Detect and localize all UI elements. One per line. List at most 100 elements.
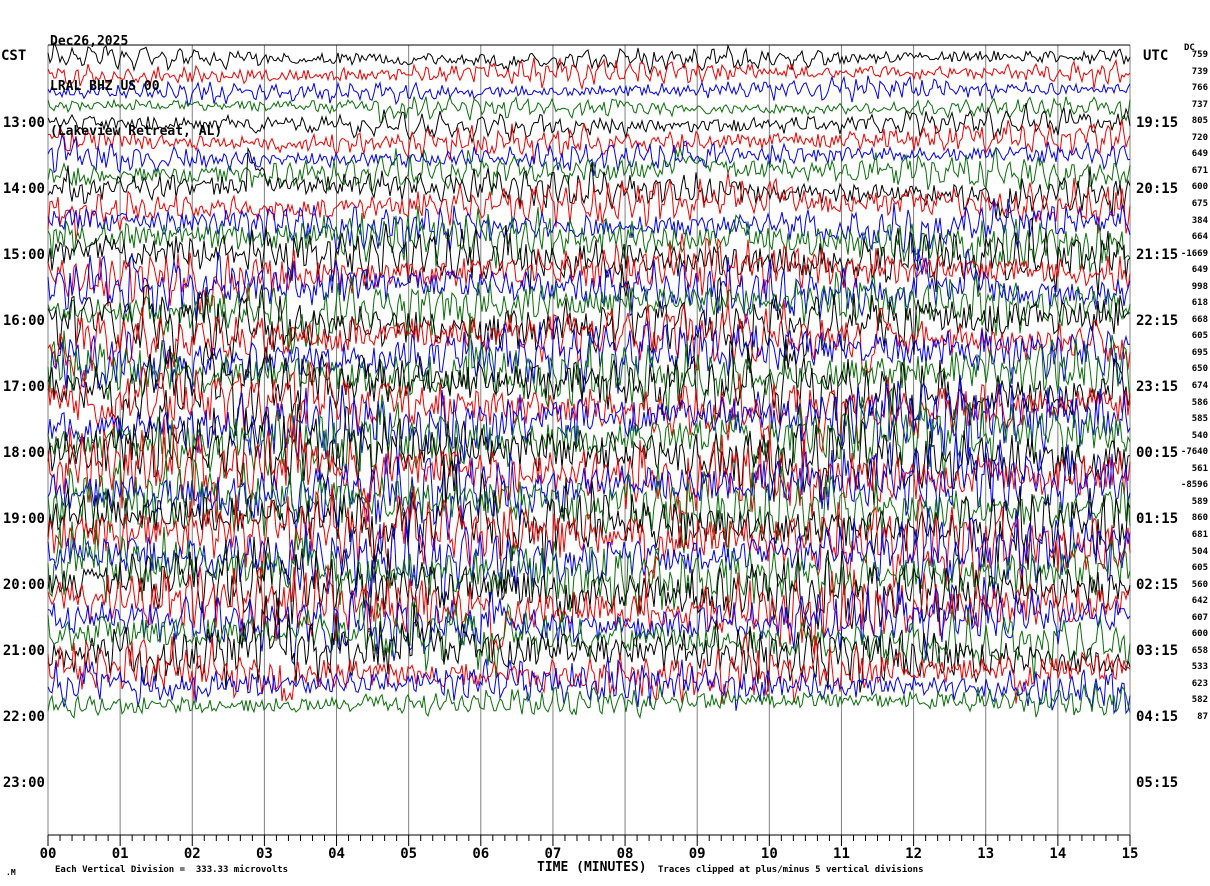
clip-note: Traces clipped at plus/minus 5 vertical … bbox=[658, 865, 924, 875]
seismogram-trace-2030 bbox=[47, 576, 1131, 666]
utc-hour-label: 00:15 bbox=[1136, 445, 1179, 461]
dc-offset-value: 642 bbox=[1191, 596, 1208, 607]
minute-tick-label: 02 bbox=[183, 846, 201, 862]
dc-offset-value: 664 bbox=[1191, 232, 1208, 243]
utc-hour-label: 04:15 bbox=[1136, 709, 1179, 725]
utc-hour-label: 01:15 bbox=[1136, 511, 1179, 527]
dc-offset-value: 720 bbox=[1191, 132, 1208, 143]
seismogram-trace-1615 bbox=[47, 299, 1131, 377]
dc-offset-value: 561 bbox=[1191, 463, 1208, 474]
seismogram-trace-2130 bbox=[47, 656, 1131, 715]
dc-offset-value: 860 bbox=[1191, 513, 1208, 524]
corner-mark: .M bbox=[6, 868, 16, 877]
seismogram-trace-1645 bbox=[47, 312, 1131, 421]
dc-column-label: DC bbox=[1184, 43, 1195, 53]
cst-hour-label: 19:00 bbox=[2, 511, 45, 527]
minute-tick-label: 07 bbox=[544, 846, 562, 862]
minute-tick-label: 05 bbox=[400, 846, 418, 862]
dc-offset-value: 759 bbox=[1191, 50, 1208, 60]
minute-tick-label: 09 bbox=[688, 846, 706, 862]
seismogram-trace-1630 bbox=[47, 317, 1131, 394]
dc-offset-value: 649 bbox=[1191, 265, 1208, 276]
minute-tick-label: 03 bbox=[255, 846, 273, 862]
dc-offset-value: 589 bbox=[1191, 496, 1208, 507]
minute-tick-label: 00 bbox=[39, 846, 57, 862]
seismogram-trace-1245 bbox=[47, 95, 1131, 124]
dc-offset-value: -7640 bbox=[1180, 447, 1208, 458]
dc-offset-value: 681 bbox=[1191, 529, 1208, 540]
seismogram-trace-1545 bbox=[47, 271, 1131, 355]
cst-hour-label: 13:00 bbox=[2, 115, 45, 131]
cst-hour-label: 22:00 bbox=[2, 709, 45, 725]
seismogram-trace-1430 bbox=[47, 198, 1131, 262]
seismogram-trace-2000 bbox=[47, 536, 1131, 631]
dc-offset-value: 998 bbox=[1191, 281, 1208, 292]
dc-offset-value: 384 bbox=[1191, 215, 1208, 226]
seismogram-trace-1400 bbox=[47, 146, 1131, 219]
utc-hour-label: 21:15 bbox=[1136, 247, 1179, 263]
minute-tick-label: 12 bbox=[905, 846, 923, 862]
seismogram-trace-1945 bbox=[47, 521, 1131, 614]
seismogram-trace-1730 bbox=[47, 374, 1131, 475]
dc-offset-value: 668 bbox=[1191, 314, 1208, 325]
seismogram-trace-1345 bbox=[47, 147, 1131, 196]
utc-hour-label: 02:15 bbox=[1136, 577, 1179, 593]
dc-offset-value: 766 bbox=[1191, 83, 1208, 94]
dc-offset-value: 560 bbox=[1191, 579, 1208, 590]
seismogram-trace-1915 bbox=[47, 484, 1131, 600]
minute-tick-label: 14 bbox=[1049, 846, 1067, 862]
minute-tick-label: 13 bbox=[977, 846, 995, 862]
left-timezone-label: CST bbox=[1, 48, 27, 64]
cst-hour-label: 20:00 bbox=[2, 577, 45, 593]
dc-offset-value: 605 bbox=[1191, 563, 1208, 574]
minute-tick-label: 15 bbox=[1121, 846, 1139, 862]
cst-hour-label: 15:00 bbox=[2, 247, 45, 263]
title-station: LRAL BHZ US 00 bbox=[50, 79, 160, 94]
dc-offset-value: 649 bbox=[1191, 149, 1208, 160]
dc-offset-value: 607 bbox=[1191, 612, 1208, 623]
dc-offset-value: 739 bbox=[1191, 66, 1208, 77]
dc-offset-value: 675 bbox=[1191, 198, 1208, 209]
dc-offset-value: 586 bbox=[1191, 397, 1208, 408]
right-timezone-label: UTC bbox=[1143, 48, 1169, 64]
dc-offset-value: 674 bbox=[1191, 381, 1208, 391]
cst-hour-label: 23:00 bbox=[2, 775, 45, 791]
dc-offset-value: 618 bbox=[1191, 298, 1208, 309]
dc-offset-value: 695 bbox=[1191, 347, 1208, 358]
minute-tick-label: 04 bbox=[328, 846, 345, 862]
utc-hour-label: 23:15 bbox=[1136, 379, 1179, 395]
seismogram-trace-1300 bbox=[47, 103, 1131, 145]
cst-hour-label: 21:00 bbox=[2, 643, 45, 659]
minute-tick-label: 10 bbox=[760, 846, 778, 862]
seismogram-trace-1515 bbox=[47, 233, 1131, 315]
seismogram-trace-1215 bbox=[47, 57, 1131, 91]
title-date: Dec26,2025 bbox=[50, 34, 129, 49]
seismogram-trace-1200 bbox=[47, 40, 1131, 75]
cst-hour-label: 16:00 bbox=[2, 313, 45, 329]
dc-offset-value: 737 bbox=[1191, 99, 1208, 110]
x-axis-title: TIME (MINUTES) bbox=[537, 860, 647, 875]
seismogram-trace-1230 bbox=[47, 75, 1131, 106]
minute-tick-label: 06 bbox=[472, 846, 490, 862]
seismogram-trace-2145 bbox=[47, 683, 1131, 720]
seismogram-trace-1315 bbox=[47, 119, 1131, 165]
utc-hour-label: 22:15 bbox=[1136, 313, 1179, 329]
scale-note: Each Vertical Division = 333.33 microvol… bbox=[55, 865, 288, 875]
dc-offset-value: 600 bbox=[1191, 182, 1208, 193]
title-location: (Lakeview Retreat, AL) bbox=[50, 124, 223, 139]
dc-offset-value: 623 bbox=[1191, 678, 1208, 689]
dc-offset-value: 585 bbox=[1191, 414, 1208, 425]
dc-offset-value: 600 bbox=[1191, 629, 1208, 640]
plot-title: Dec26,2025 LRAL BHZ US 00 (Lakeview Retr… bbox=[50, 4, 222, 169]
dc-offset-value: 671 bbox=[1191, 165, 1208, 176]
dc-offset-value: 805 bbox=[1191, 116, 1208, 127]
seismogram-trace-1715 bbox=[47, 361, 1131, 456]
dc-offset-value: -8596 bbox=[1180, 480, 1208, 491]
seismogram-trace-2015 bbox=[47, 564, 1131, 658]
dc-offset-value: 658 bbox=[1191, 645, 1208, 656]
seismogram-trace-1500 bbox=[47, 217, 1131, 295]
dc-offset-value: 504 bbox=[1191, 546, 1208, 557]
dc-offset-value: -1669 bbox=[1180, 248, 1208, 259]
dc-offset-value: 650 bbox=[1191, 364, 1208, 375]
